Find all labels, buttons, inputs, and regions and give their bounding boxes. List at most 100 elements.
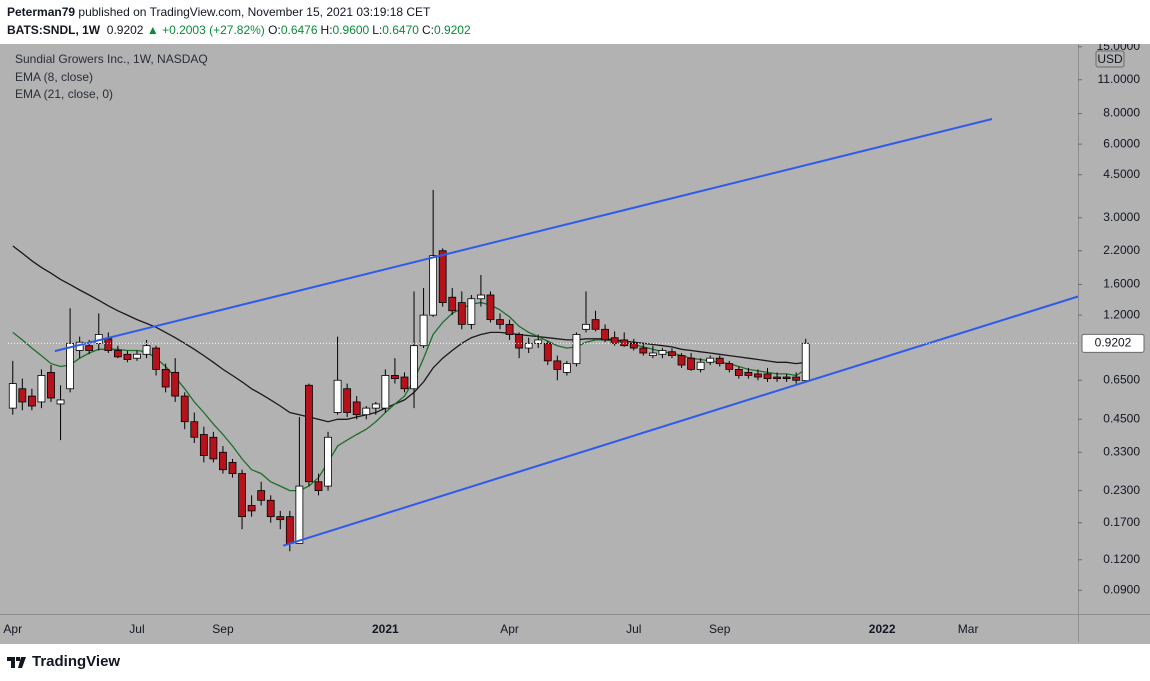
candle-body bbox=[152, 347, 160, 370]
candle-body bbox=[171, 371, 180, 397]
candle-body bbox=[763, 373, 772, 380]
candle-body bbox=[582, 323, 590, 330]
candle-body bbox=[56, 399, 65, 405]
chart: Sundial Growers Inc., 1W, NASDAQ 15.0000… bbox=[0, 44, 1150, 644]
candle-body bbox=[257, 490, 266, 501]
candle-body bbox=[85, 345, 94, 351]
candle-body bbox=[524, 342, 533, 349]
y-tick-label: 1.2000 bbox=[1103, 307, 1140, 321]
last: 0.9202 bbox=[106, 23, 144, 37]
y-tick-label: 0.2300 bbox=[1103, 483, 1140, 497]
x-tick-label: Sep bbox=[709, 622, 731, 636]
candle-body bbox=[744, 371, 753, 376]
change: +0.2003 (+27.82%) bbox=[162, 23, 265, 37]
x-tick-label: Jul bbox=[626, 622, 641, 636]
candle-body bbox=[610, 337, 619, 344]
candle-body bbox=[553, 360, 562, 370]
candle-body bbox=[199, 434, 208, 456]
header-line: Peterman79 published on TradingView.com,… bbox=[7, 5, 430, 19]
candle-body bbox=[754, 373, 762, 378]
currency: USD bbox=[1097, 52, 1123, 66]
candle-body bbox=[228, 461, 237, 474]
field-value: 0.6470 bbox=[382, 23, 419, 37]
candle-body bbox=[219, 451, 227, 471]
candle-body bbox=[37, 375, 46, 403]
candle-body bbox=[734, 368, 743, 376]
quote-line: BATS:SNDL, 1W 0.9202 ▲ +0.2003 (+27.82%)… bbox=[7, 23, 474, 37]
last-price-label: 0.9202 bbox=[1095, 335, 1132, 349]
legend-entry: EMA (21, close, 0) bbox=[15, 87, 113, 101]
candle-body bbox=[648, 352, 657, 356]
candle-body bbox=[352, 401, 361, 416]
y-tick-label: 0.0900 bbox=[1103, 582, 1140, 596]
candle-body bbox=[706, 357, 715, 363]
y-tick-label: 11.0000 bbox=[1098, 72, 1141, 86]
candle-body bbox=[715, 357, 724, 365]
chart-title: Sundial Growers Inc., 1W, NASDAQ bbox=[15, 52, 208, 66]
candle-body bbox=[190, 421, 199, 438]
logo-icon bbox=[7, 656, 26, 668]
x-tick-label: Mar bbox=[958, 622, 979, 636]
candle-body bbox=[161, 368, 170, 388]
x-tick-label: Jul bbox=[129, 622, 144, 636]
candle-body bbox=[696, 361, 705, 370]
x-tick-label: Sep bbox=[212, 622, 234, 636]
candle-body bbox=[725, 363, 734, 370]
candle-body bbox=[629, 342, 638, 349]
candle-body bbox=[477, 294, 485, 300]
field-label: H: bbox=[320, 23, 333, 37]
candle-body bbox=[27, 395, 36, 407]
y-tick-label: 1.6000 bbox=[1103, 277, 1140, 291]
field-label: C: bbox=[421, 23, 434, 37]
candle-body bbox=[677, 355, 686, 366]
y-tick-label: 3.0000 bbox=[1103, 210, 1140, 224]
field-value: 0.6476 bbox=[280, 23, 318, 37]
candle-body bbox=[467, 298, 476, 325]
candle-body bbox=[333, 379, 342, 413]
candle-body bbox=[572, 334, 581, 365]
candle-body bbox=[668, 351, 676, 356]
candle-body bbox=[66, 342, 74, 390]
candle-body bbox=[419, 314, 428, 347]
footer: TradingView bbox=[7, 653, 120, 670]
y-tick-label: 0.1200 bbox=[1103, 552, 1140, 566]
y-tick-label: 6.0000 bbox=[1103, 136, 1140, 150]
symbol: BATS:SNDL, 1W bbox=[7, 23, 101, 37]
candle-body bbox=[505, 323, 514, 335]
y-tick-label: 0.6500 bbox=[1103, 372, 1140, 386]
candle-body bbox=[266, 499, 275, 518]
candle-body bbox=[47, 371, 55, 399]
candle-body bbox=[792, 376, 801, 381]
candle-body bbox=[438, 250, 447, 304]
candle-body bbox=[381, 375, 390, 409]
field-value: 0.9202 bbox=[433, 23, 471, 37]
y-tick-label: 0.1700 bbox=[1103, 515, 1140, 529]
candle-body bbox=[247, 505, 256, 512]
candle-body bbox=[133, 353, 141, 359]
candle-body bbox=[534, 339, 543, 344]
y-tick-label: 2.2000 bbox=[1103, 243, 1140, 257]
last-price-box bbox=[1081, 333, 1145, 353]
change-arrow: ▲ bbox=[146, 23, 159, 37]
candle-body bbox=[18, 388, 27, 403]
candle-body bbox=[113, 350, 122, 358]
candle-body bbox=[314, 481, 323, 492]
candle-body bbox=[543, 342, 552, 362]
candle-body bbox=[400, 376, 409, 390]
user: Peterman79 bbox=[7, 5, 76, 19]
candle-body bbox=[515, 334, 524, 349]
x-tick-label: 2021 bbox=[372, 622, 399, 636]
published: published on TradingView.com, November 1… bbox=[78, 5, 431, 19]
candle-body bbox=[620, 339, 629, 347]
candle-body bbox=[429, 255, 438, 316]
candle-body bbox=[457, 302, 466, 325]
candle-body bbox=[324, 436, 332, 487]
trendline bbox=[54, 118, 993, 353]
candle-body bbox=[801, 342, 810, 382]
candle-body bbox=[123, 353, 132, 360]
candle-body bbox=[658, 350, 667, 355]
candle-body bbox=[180, 395, 189, 423]
candle-body bbox=[104, 338, 113, 351]
candle-body bbox=[305, 384, 313, 483]
